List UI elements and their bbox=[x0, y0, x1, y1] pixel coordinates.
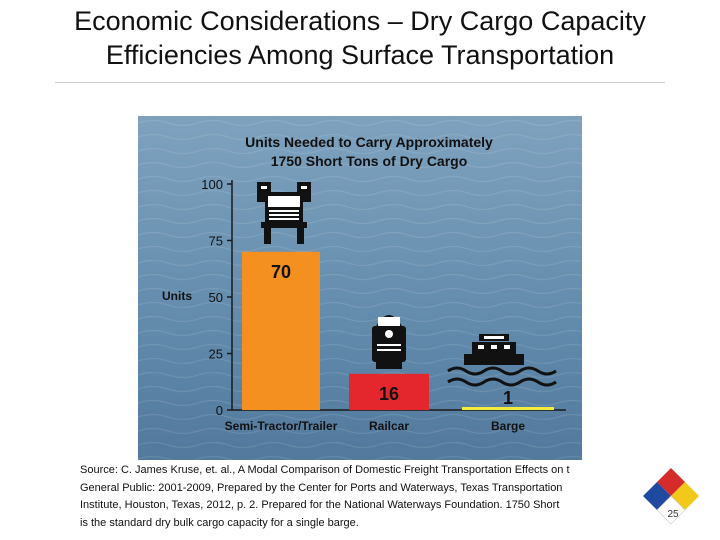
data-label: 70 bbox=[271, 262, 291, 282]
y-axis-label: Units bbox=[162, 289, 192, 303]
bar bbox=[462, 407, 554, 410]
page-number: 25 bbox=[667, 509, 679, 520]
chart-title-line-1: Units Needed to Carry Approximately bbox=[245, 134, 493, 150]
chart-title-line-2: 1750 Short Tons of Dry Cargo bbox=[271, 153, 468, 169]
y-tick-label: 25 bbox=[209, 347, 223, 362]
y-tick-label: 0 bbox=[216, 403, 223, 418]
slide-title-line-2: Efficiencies Among Surface Transportatio… bbox=[105, 40, 615, 70]
locomotive-icon bbox=[372, 315, 406, 369]
category-label: Barge bbox=[491, 419, 525, 433]
title-divider bbox=[55, 82, 665, 83]
source-line-1: Source: C. James Kruse, et. al., A Modal… bbox=[80, 464, 570, 476]
source-line-4: is the standard dry bulk cargo capacity … bbox=[80, 516, 359, 529]
data-label: 1 bbox=[503, 388, 513, 408]
bars: 70 Semi-Tractor/Trailer 16 Railcar 1 Barge bbox=[225, 251, 554, 433]
source-citation: Source: C. James Kruse, et. al., A Modal… bbox=[80, 462, 642, 532]
category-label: Railcar bbox=[369, 419, 409, 433]
chart-panel: Units Needed to Carry Approximately 1750… bbox=[138, 116, 582, 460]
bar-chart: Units Needed to Carry Approximately 1750… bbox=[138, 116, 582, 460]
towboat-icon bbox=[447, 334, 557, 387]
slide-title-line-1: Economic Considerations – Dry Cargo Capa… bbox=[74, 6, 646, 36]
logo-white-quadrant bbox=[656, 495, 686, 525]
source-line-3: Institute, Houston, Texas, 2012, p. 2. P… bbox=[80, 499, 560, 511]
category-label: Semi-Tractor/Trailer bbox=[225, 419, 338, 433]
bar bbox=[242, 251, 320, 410]
y-tick-label: 50 bbox=[209, 290, 223, 305]
truck-icon bbox=[257, 182, 311, 244]
source-line-2: General Public: 2001-2009, Prepared by t… bbox=[80, 481, 563, 494]
y-tick-label: 75 bbox=[209, 234, 223, 249]
slide-title: Economic Considerations – Dry Cargo Capa… bbox=[0, 4, 720, 72]
y-tick-label: 100 bbox=[201, 177, 223, 192]
bar bbox=[349, 373, 429, 410]
hazard-diamond-logo bbox=[643, 468, 699, 525]
data-label: 16 bbox=[379, 384, 399, 404]
